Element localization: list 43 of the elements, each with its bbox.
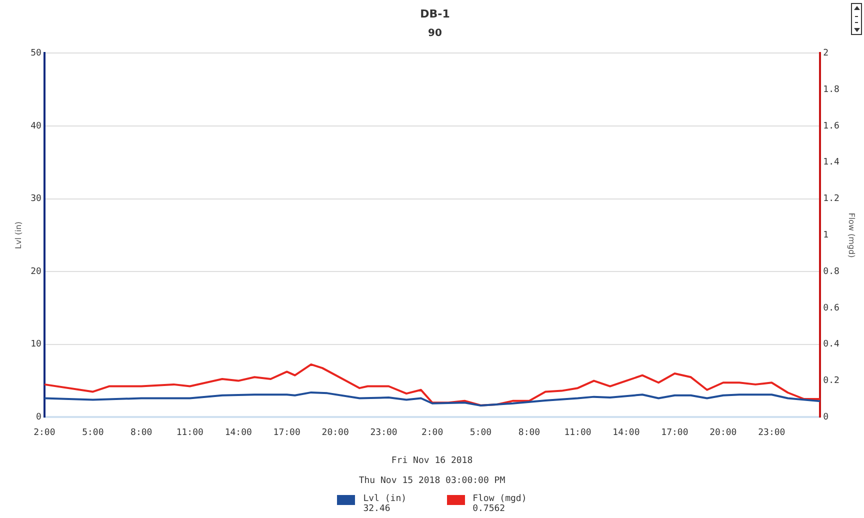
y-axis-title: Lvl (in) <box>14 221 23 249</box>
x-tick-label: 11:00 <box>176 428 204 438</box>
x-tick-label: 20:00 <box>710 428 737 438</box>
x-tick-label: 14:00 <box>612 428 640 438</box>
y2-tick-label: 1.6 <box>823 121 840 132</box>
y-tick-label: 50 <box>30 48 42 59</box>
x-tick-label: 23:00 <box>370 428 398 438</box>
y2-tick-label: 1.4 <box>823 158 840 168</box>
text: 32.46 <box>363 504 392 514</box>
legend-label: Lvl (in) <box>363 494 407 504</box>
y-tick-label: 10 <box>30 340 42 350</box>
x-tick-label: 8:00 <box>130 428 152 438</box>
y-tick-label: 40 <box>30 121 42 132</box>
y-tick-label: 20 <box>30 266 42 277</box>
y-tick-label: 0 <box>36 412 42 423</box>
x-tick-label: 20:00 <box>322 428 349 438</box>
x-tick-label: 5:00 <box>470 428 492 438</box>
x-tick-label: 5:00 <box>82 428 104 438</box>
y2-tick-label: 0 <box>823 412 829 423</box>
text: 0.7562 <box>472 504 506 514</box>
x-tick-label: 8:00 <box>518 428 540 438</box>
y2-tick-label: 0.2 <box>823 376 840 386</box>
legend-label: Flow (mgd) <box>472 494 527 504</box>
x-tick-label: 17:00 <box>661 428 688 438</box>
x-tick-label: 11:00 <box>564 428 592 438</box>
x-tick-label: 2:00 <box>34 428 56 438</box>
y2-tick-label: 1 <box>823 230 829 241</box>
x-tick-label: 14:00 <box>224 428 252 438</box>
y2-tick-label: 0.6 <box>823 303 840 314</box>
x-tick-label: 2:00 <box>421 428 444 438</box>
y2-tick-label: 0.8 <box>823 266 840 277</box>
chart-title: DB-1 <box>420 7 450 20</box>
y2-tick-label: 1.8 <box>823 84 840 95</box>
x-tick-label: 23:00 <box>758 428 786 438</box>
y2-tick-label: 0.4 <box>823 340 840 350</box>
text: Thu Nov 15 2018 03:00:00 PM <box>358 476 506 486</box>
text: Fri Nov 16 2018 <box>390 456 474 466</box>
chart-subtitle: 90 <box>428 28 442 39</box>
y2-tick-label: 1.2 <box>823 194 840 204</box>
y2-tick-label: 2 <box>823 48 829 59</box>
x-tick-label: 17:00 <box>273 428 300 438</box>
y2-axis-title: Flow (mgd) <box>847 212 856 258</box>
y-tick-label: 30 <box>30 194 42 204</box>
